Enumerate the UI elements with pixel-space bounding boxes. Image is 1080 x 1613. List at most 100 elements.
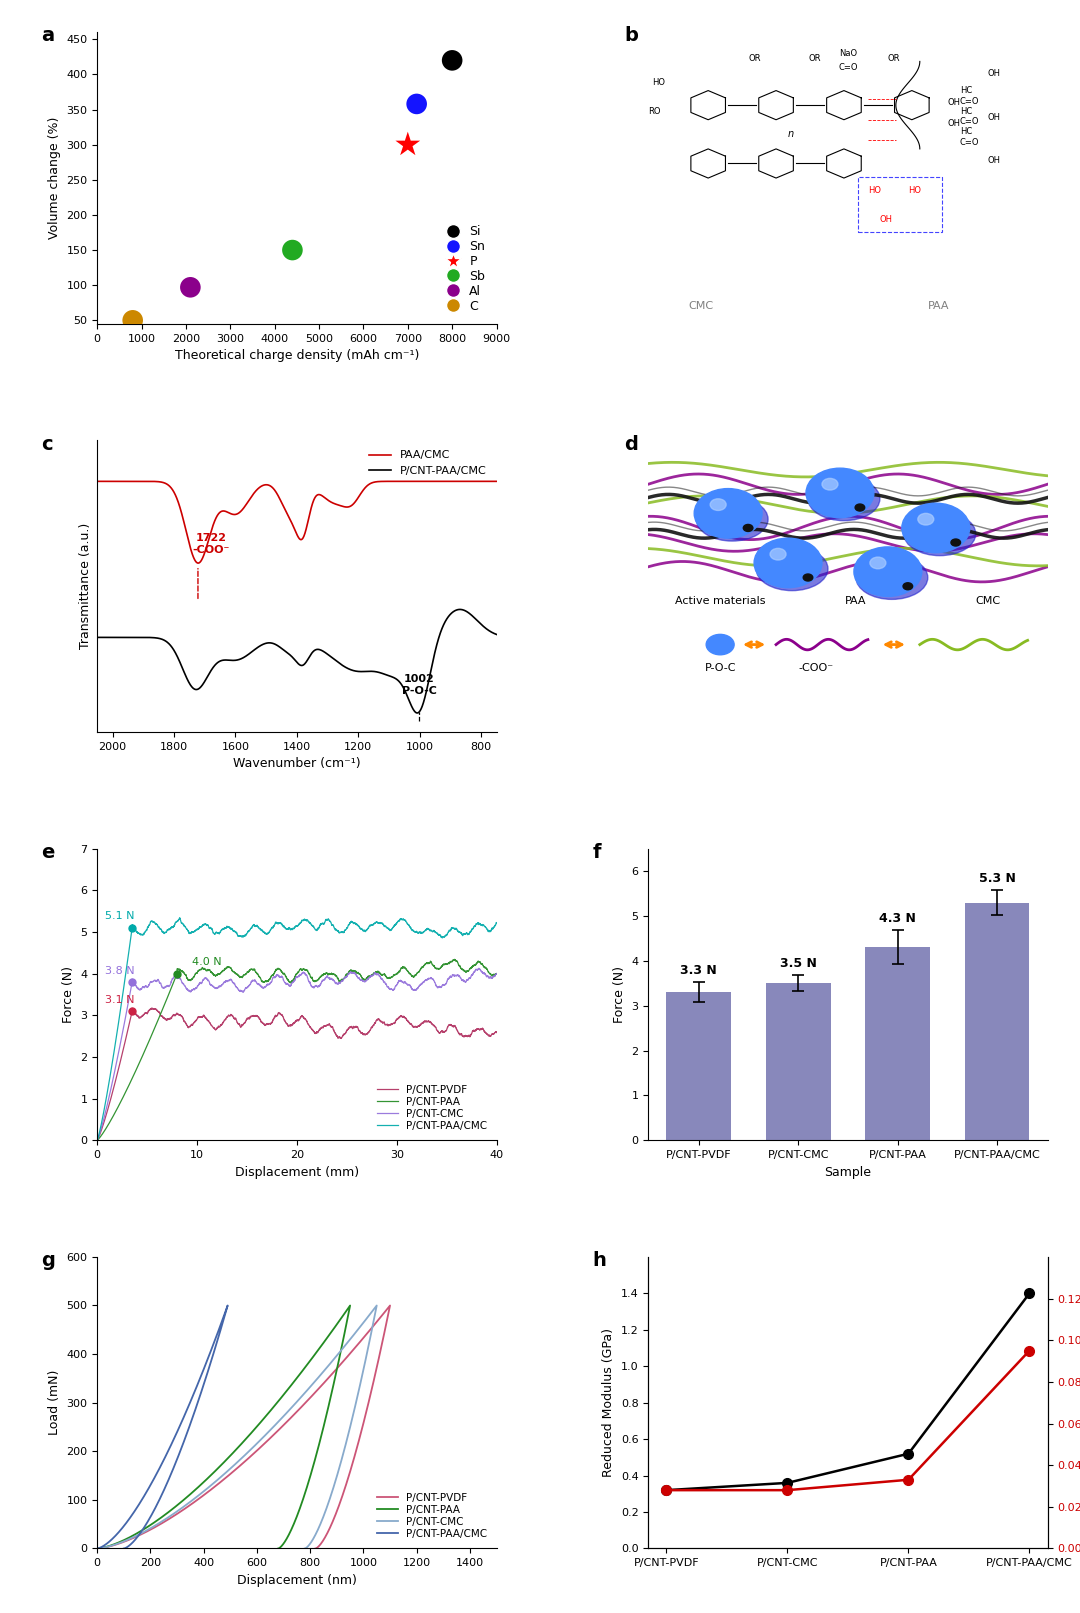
Legend: Si, Sn, P, Sb, Al, C: Si, Sn, P, Sb, Al, C <box>435 221 490 318</box>
Text: c: c <box>41 434 53 453</box>
Text: PAA: PAA <box>928 302 949 311</box>
Circle shape <box>903 582 913 590</box>
Text: 5.1 N: 5.1 N <box>105 911 135 921</box>
Text: OR: OR <box>748 55 760 63</box>
Y-axis label: Transmittance (a.u.): Transmittance (a.u.) <box>79 523 92 650</box>
P/CNT-PVDF <box>383 1295 396 1315</box>
Circle shape <box>854 547 922 597</box>
P/CNT-PAA/CMC <box>163 1439 176 1458</box>
Legend: PAA/CMC, P/CNT-PAA/CMC: PAA/CMC, P/CNT-PAA/CMC <box>364 447 491 481</box>
P/CNT-PAA/CMC <box>405 697 418 716</box>
Text: g: g <box>41 1252 55 1269</box>
Text: OH: OH <box>988 69 1001 77</box>
Circle shape <box>869 556 886 569</box>
Point <box>444 47 461 73</box>
P/CNT-PAA/CMC <box>381 919 394 939</box>
P/CNT-CMC <box>472 958 485 977</box>
Line: PAA/CMC: PAA/CMC <box>97 481 497 563</box>
P/CNT-PAA/CMC <box>91 627 104 647</box>
P/CNT-CMC <box>490 965 503 984</box>
PAA/CMC <box>285 513 298 532</box>
Ellipse shape <box>697 497 768 540</box>
X-axis label: Sample: Sample <box>824 1166 872 1179</box>
Text: PAA: PAA <box>846 595 866 606</box>
Bar <box>964 903 1029 1140</box>
PAA/CMC <box>435 471 448 490</box>
Bar <box>766 984 831 1140</box>
P/CNT-PAA/CMC <box>174 908 187 927</box>
Text: NaO: NaO <box>839 48 858 58</box>
Text: C=O: C=O <box>838 63 858 73</box>
Ellipse shape <box>808 477 880 521</box>
P/CNT-PAA/CMC <box>274 639 287 658</box>
P/CNT-CMC <box>91 1131 104 1150</box>
Text: HO: HO <box>652 77 665 87</box>
Text: HC: HC <box>960 87 972 95</box>
Text: C=O: C=O <box>960 137 980 147</box>
Text: OH: OH <box>988 156 1001 166</box>
P/CNT-CMC <box>281 974 294 994</box>
P/CNT-PAA <box>281 969 294 989</box>
Y-axis label: Reduced Modulus (GPa): Reduced Modulus (GPa) <box>603 1327 616 1478</box>
Circle shape <box>806 468 874 518</box>
P/CNT-PVDF <box>91 1539 104 1558</box>
P/CNT-PAA/CMC <box>147 1471 160 1490</box>
P/CNT-PVDF <box>253 1439 266 1458</box>
P/CNT-CMC <box>91 1539 104 1558</box>
Text: OH: OH <box>988 113 1001 121</box>
P/CNT-PAA <box>381 968 394 987</box>
Text: 3.5 N: 3.5 N <box>780 957 816 969</box>
P/CNT-PAA <box>490 965 503 984</box>
P/CNT-PAA <box>91 1131 104 1150</box>
P/CNT-CMC <box>229 1455 242 1474</box>
Text: 4.0 N: 4.0 N <box>192 958 221 968</box>
Circle shape <box>951 539 960 547</box>
X-axis label: Theoretical charge density (mAh cm⁻¹): Theoretical charge density (mAh cm⁻¹) <box>175 348 419 363</box>
P/CNT-PAA/CMC <box>477 916 490 936</box>
Y-axis label: Force (N): Force (N) <box>612 966 626 1023</box>
Point <box>284 237 301 263</box>
P/CNT-PAA/CMC <box>281 919 294 939</box>
Circle shape <box>804 574 813 581</box>
P/CNT-PAA/CMC <box>285 647 298 666</box>
P/CNT-PVDF <box>368 1365 381 1384</box>
P/CNT-PAA <box>258 973 271 992</box>
P/CNT-PAA/CMC <box>91 1539 104 1558</box>
P/CNT-CMC <box>336 1448 349 1468</box>
PAA/CMC <box>111 471 124 490</box>
P/CNT-PAA <box>199 1471 212 1490</box>
P/CNT-CMC <box>211 1471 224 1490</box>
Line: P/CNT-CMC: P/CNT-CMC <box>97 1305 377 1548</box>
P/CNT-PVDF <box>326 1513 339 1532</box>
Y-axis label: Force (N): Force (N) <box>62 966 75 1023</box>
Text: n: n <box>788 129 794 139</box>
Text: 3.8 N: 3.8 N <box>105 966 135 976</box>
P/CNT-PVDF <box>477 1021 490 1040</box>
Circle shape <box>855 503 865 511</box>
P/CNT-PAA <box>91 1539 104 1558</box>
Circle shape <box>902 503 970 553</box>
Line: P/CNT-PVDF: P/CNT-PVDF <box>97 1305 390 1548</box>
P/CNT-PVDF <box>216 1471 229 1490</box>
P/CNT-PAA/CMC <box>141 1513 154 1532</box>
Circle shape <box>770 548 786 560</box>
P/CNT-PAA <box>448 950 461 969</box>
Point <box>123 998 140 1024</box>
Text: Active materials: Active materials <box>675 595 766 606</box>
P/CNT-PAA/CMC <box>258 923 271 942</box>
Circle shape <box>743 524 753 531</box>
Text: OR: OR <box>888 55 901 63</box>
Text: 1722
-COO⁻: 1722 -COO⁻ <box>192 534 230 555</box>
Text: f: f <box>592 844 600 861</box>
Text: e: e <box>41 844 55 861</box>
Ellipse shape <box>856 555 928 600</box>
Text: P-O-C: P-O-C <box>704 663 735 673</box>
P/CNT-PVDF <box>309 1539 322 1558</box>
Point <box>168 961 186 987</box>
Text: 4.3 N: 4.3 N <box>879 911 916 924</box>
P/CNT-CMC <box>258 977 271 997</box>
Text: a: a <box>41 26 54 45</box>
P/CNT-CMC <box>381 977 394 997</box>
P/CNT-PAA/CMC <box>478 618 491 637</box>
Line: P/CNT-PAA/CMC: P/CNT-PAA/CMC <box>97 610 497 713</box>
